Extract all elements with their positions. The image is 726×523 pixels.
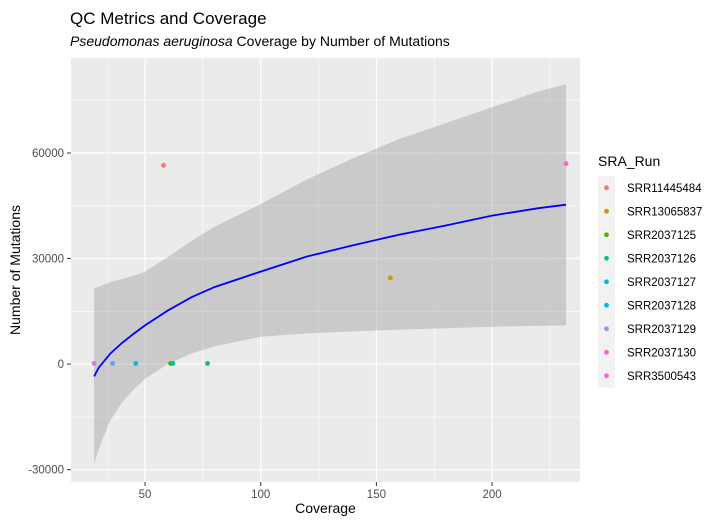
- data-point-srr2037130: [91, 361, 97, 366]
- x-axis: 50 100 150 200: [139, 482, 502, 501]
- x-tick-label: 200: [482, 489, 501, 501]
- subtitle-italic: Pseudomonas aeruginosa: [70, 33, 233, 49]
- y-tick-label: -30000: [28, 465, 64, 477]
- legend-label-srr11445484: SRR11445484: [627, 183, 702, 195]
- smooth-line: [93, 203, 567, 377]
- legend-label-srr2037130: SRR2037130: [627, 347, 696, 359]
- legend-key-srr2037129: [604, 326, 609, 332]
- data-point-srr3500543: [563, 161, 569, 166]
- legend-label-srr2037126: SRR2037126: [627, 253, 696, 265]
- legend-label-srr13065837: SRR13065837: [627, 206, 702, 218]
- chart-title: QC Metrics and Coverage: [70, 9, 267, 28]
- confidence-band: [94, 84, 567, 465]
- legend-key-srr2037125: [604, 232, 609, 238]
- subtitle-rest: Coverage by Number of Mutations: [233, 33, 450, 49]
- x-axis-title: Coverage: [295, 500, 356, 516]
- legend: SRA_Run SRR11445484 SRR13065837 SRR2037125…: [598, 153, 702, 388]
- x-tick-label: 150: [367, 489, 386, 501]
- data-point-srr2037127: [205, 361, 210, 366]
- smooth-layer: [93, 84, 567, 465]
- y-axis-title: Number of Mutations: [7, 205, 23, 335]
- y-tick-label: 60000: [32, 148, 64, 160]
- data-point-srr13065837: [387, 275, 393, 281]
- legend-label-srr3500543: SRR3500543: [627, 371, 696, 383]
- legend-key-srr2037130: [604, 349, 609, 355]
- legend-label-srr2037128: SRR2037128: [627, 300, 696, 312]
- data-point-srr11445484: [161, 162, 166, 168]
- grid-major: [71, 58, 580, 482]
- legend-key-srr13065837: [604, 208, 609, 214]
- y-axis: -30000 0 30000 60000: [28, 148, 71, 477]
- legend-label-srr2037125: SRR2037125: [627, 230, 696, 242]
- points-layer: [91, 161, 569, 366]
- legend-key-srr2037127: [604, 279, 609, 285]
- legend-label-srr2037127: SRR2037127: [627, 277, 696, 289]
- y-tick-label: 30000: [32, 254, 64, 266]
- legend-key-srr3500543: [604, 373, 609, 379]
- x-tick-label: 50: [139, 489, 152, 501]
- plot-panel: [71, 58, 580, 482]
- x-tick-label: 100: [251, 489, 270, 501]
- y-tick-label: 0: [58, 359, 64, 371]
- data-point-srr2037128: [133, 361, 139, 366]
- grid-minor: [71, 58, 580, 482]
- data-point-srr2037126: [170, 361, 176, 366]
- legend-title: SRA_Run: [598, 153, 660, 169]
- legend-key-srr11445484: [604, 185, 609, 191]
- legend-label-srr2037129: SRR2037129: [627, 324, 696, 336]
- chart-subtitle: Pseudomonas aeruginosa Coverage by Numbe…: [70, 33, 450, 49]
- data-point-srr2037129: [110, 361, 116, 366]
- legend-key-srr2037128: [604, 302, 609, 308]
- legend-key-srr2037126: [604, 255, 609, 261]
